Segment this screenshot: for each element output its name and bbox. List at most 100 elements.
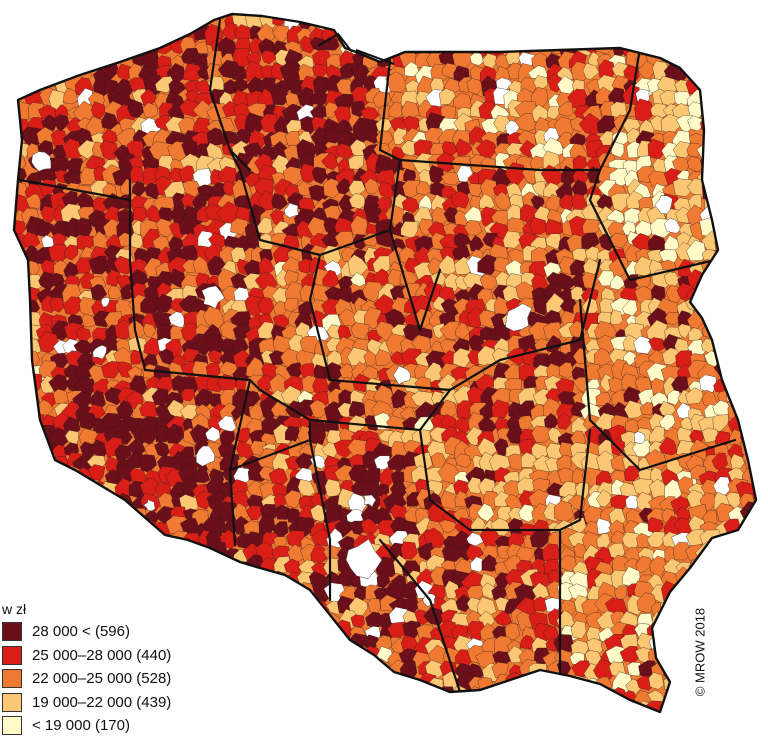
municipality-cell xyxy=(88,14,110,33)
municipality-cell xyxy=(376,39,394,59)
municipality-cell xyxy=(276,584,292,600)
municipality-cell xyxy=(443,14,462,19)
municipality-cell xyxy=(708,660,729,684)
municipality-cell xyxy=(78,502,98,523)
municipality-cell xyxy=(67,518,81,534)
municipality-cell xyxy=(282,634,304,655)
municipality-cell xyxy=(208,570,222,588)
municipality-cell xyxy=(452,703,471,712)
municipality-cell xyxy=(715,672,732,695)
municipality-cell xyxy=(672,26,693,44)
municipality-cell xyxy=(219,572,240,591)
municipality-cell xyxy=(601,23,617,41)
municipality-cell xyxy=(233,663,253,683)
municipality-cell xyxy=(131,557,147,576)
municipality-cell xyxy=(755,490,756,510)
municipality-cell xyxy=(725,14,747,19)
municipality-cell xyxy=(299,700,321,712)
municipality-cell xyxy=(618,20,639,40)
municipality-cell xyxy=(757,249,768,263)
municipality-cell xyxy=(714,118,731,134)
municipality-cell xyxy=(718,321,732,340)
municipality-cell xyxy=(738,339,756,357)
municipality-cell xyxy=(544,673,563,691)
municipality-cell xyxy=(727,219,750,237)
municipality-cell xyxy=(0,22,13,39)
municipality-cell xyxy=(662,0,679,12)
municipality-cell xyxy=(597,14,617,21)
municipality-cell xyxy=(686,239,707,261)
municipality-cell xyxy=(103,572,121,591)
municipality-cell xyxy=(14,428,32,446)
municipality-cell xyxy=(514,113,537,132)
municipality-cell xyxy=(14,103,17,123)
municipality-cell xyxy=(157,558,175,572)
municipality-cell xyxy=(113,532,134,551)
municipality-cell xyxy=(738,392,756,409)
municipality-cell xyxy=(675,674,691,689)
municipality-cell xyxy=(222,621,240,642)
municipality-cell xyxy=(36,480,57,499)
municipality-cell xyxy=(557,685,580,706)
municipality-cell xyxy=(88,255,109,275)
municipality-cell xyxy=(27,428,44,443)
municipality-cell xyxy=(14,388,32,407)
municipality-cell xyxy=(387,22,406,41)
municipality-cell xyxy=(14,273,30,290)
municipality-cell xyxy=(26,442,47,464)
municipality-cell xyxy=(755,367,756,383)
municipality-cell xyxy=(587,701,604,712)
municipality-cell xyxy=(14,205,16,224)
municipality-cell xyxy=(364,178,381,195)
municipality-cell xyxy=(314,611,330,627)
municipality-cell xyxy=(117,582,137,599)
municipality-cell xyxy=(154,294,174,313)
municipality-cell xyxy=(74,24,95,41)
municipality-cell xyxy=(14,51,19,68)
municipality-cell xyxy=(142,102,159,119)
municipality-cell xyxy=(77,14,99,19)
municipality-cell xyxy=(321,676,341,695)
legend-item-1: 28 000 < (596) xyxy=(2,620,222,644)
municipality-cell xyxy=(245,597,267,620)
municipality-cell xyxy=(14,115,18,134)
municipality-cell xyxy=(752,352,756,372)
municipality-cell xyxy=(749,157,756,176)
municipality-cell xyxy=(298,14,320,19)
municipality-cell xyxy=(718,312,734,330)
municipality-cell xyxy=(50,570,74,589)
municipality-cell xyxy=(14,426,16,447)
municipality-cell xyxy=(727,14,748,32)
municipality-cell xyxy=(14,374,34,395)
municipality-cell xyxy=(172,14,185,18)
municipality-cell xyxy=(749,260,756,280)
municipality-cell xyxy=(195,559,212,578)
municipality-cell xyxy=(130,14,152,30)
municipality-cell xyxy=(531,687,552,708)
municipality-cell xyxy=(41,114,57,132)
municipality-cell xyxy=(14,364,16,380)
municipality-cell xyxy=(51,38,70,58)
municipality-cell xyxy=(63,531,79,549)
municipality-cell xyxy=(750,679,756,696)
municipality-cell xyxy=(295,621,315,643)
municipality-cell xyxy=(245,584,265,603)
municipality-cell xyxy=(727,308,746,326)
legend-item-3: 22 000–25 000 (528) xyxy=(2,667,222,691)
municipality-cell xyxy=(259,595,279,614)
municipality-cell xyxy=(261,662,279,682)
municipality-cell xyxy=(14,180,17,202)
municipality-cell xyxy=(704,584,719,600)
municipality-cell xyxy=(712,166,730,183)
municipality-cell xyxy=(754,167,756,187)
municipality-cell xyxy=(714,559,733,579)
municipality-cell xyxy=(556,698,574,712)
municipality-cell xyxy=(222,595,239,615)
municipality-cell xyxy=(716,184,732,199)
municipality-cell xyxy=(14,352,26,369)
municipality-cell xyxy=(223,580,242,600)
municipality-cell xyxy=(579,14,603,34)
municipality-cell xyxy=(27,529,45,549)
municipality-cell xyxy=(752,28,756,45)
municipality-cell xyxy=(309,703,328,712)
